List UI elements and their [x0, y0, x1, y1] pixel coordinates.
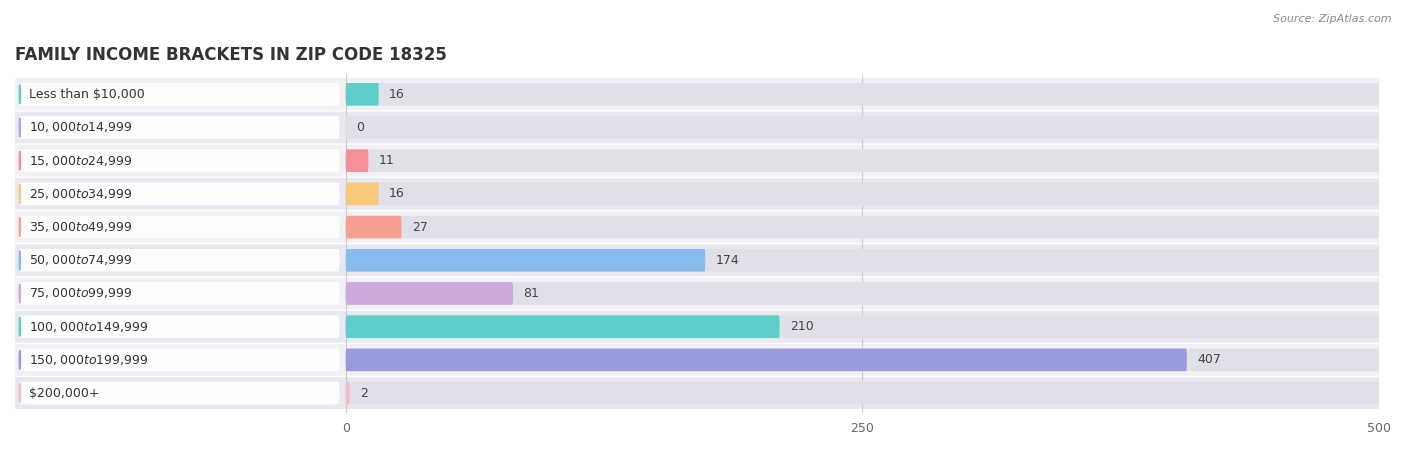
FancyBboxPatch shape [15, 377, 1379, 409]
FancyBboxPatch shape [346, 382, 1379, 405]
FancyBboxPatch shape [15, 344, 1379, 376]
Text: 0: 0 [356, 121, 364, 134]
Text: $15,000 to $24,999: $15,000 to $24,999 [28, 154, 132, 168]
FancyBboxPatch shape [20, 183, 339, 205]
Text: $75,000 to $99,999: $75,000 to $99,999 [28, 287, 132, 301]
FancyBboxPatch shape [20, 216, 339, 239]
FancyBboxPatch shape [346, 282, 1379, 305]
Text: 210: 210 [790, 320, 814, 333]
Text: $150,000 to $199,999: $150,000 to $199,999 [28, 353, 148, 367]
FancyBboxPatch shape [346, 183, 378, 205]
Text: 16: 16 [389, 187, 405, 200]
FancyBboxPatch shape [346, 382, 350, 405]
Text: $100,000 to $149,999: $100,000 to $149,999 [28, 320, 148, 333]
Text: 27: 27 [412, 220, 427, 234]
Text: 174: 174 [716, 254, 740, 267]
FancyBboxPatch shape [346, 282, 513, 305]
Text: 407: 407 [1197, 353, 1220, 366]
FancyBboxPatch shape [346, 149, 368, 172]
FancyBboxPatch shape [346, 83, 378, 106]
FancyBboxPatch shape [15, 244, 1379, 276]
FancyBboxPatch shape [20, 149, 339, 172]
FancyBboxPatch shape [15, 145, 1379, 177]
FancyBboxPatch shape [15, 311, 1379, 342]
FancyBboxPatch shape [346, 315, 1379, 338]
Text: FAMILY INCOME BRACKETS IN ZIP CODE 18325: FAMILY INCOME BRACKETS IN ZIP CODE 18325 [15, 46, 447, 64]
Text: 2: 2 [360, 387, 368, 400]
FancyBboxPatch shape [20, 116, 339, 139]
Text: Source: ZipAtlas.com: Source: ZipAtlas.com [1274, 14, 1392, 23]
Text: 16: 16 [389, 88, 405, 101]
Text: Less than $10,000: Less than $10,000 [28, 88, 145, 101]
FancyBboxPatch shape [346, 349, 1187, 371]
FancyBboxPatch shape [346, 249, 1379, 271]
Text: 81: 81 [523, 287, 540, 300]
FancyBboxPatch shape [346, 116, 1379, 139]
Text: 11: 11 [378, 154, 395, 167]
FancyBboxPatch shape [346, 216, 1379, 239]
FancyBboxPatch shape [15, 278, 1379, 310]
FancyBboxPatch shape [346, 315, 780, 338]
FancyBboxPatch shape [15, 78, 1379, 110]
FancyBboxPatch shape [15, 112, 1379, 144]
Text: $10,000 to $14,999: $10,000 to $14,999 [28, 121, 132, 135]
Text: $25,000 to $34,999: $25,000 to $34,999 [28, 187, 132, 201]
FancyBboxPatch shape [346, 249, 706, 271]
FancyBboxPatch shape [20, 349, 339, 371]
Text: $50,000 to $74,999: $50,000 to $74,999 [28, 253, 132, 267]
FancyBboxPatch shape [20, 83, 339, 106]
FancyBboxPatch shape [346, 83, 1379, 106]
Text: $200,000+: $200,000+ [28, 387, 100, 400]
FancyBboxPatch shape [346, 216, 402, 239]
FancyBboxPatch shape [346, 149, 1379, 172]
FancyBboxPatch shape [20, 282, 339, 305]
FancyBboxPatch shape [15, 178, 1379, 210]
FancyBboxPatch shape [15, 211, 1379, 243]
FancyBboxPatch shape [346, 349, 1379, 371]
Text: $35,000 to $49,999: $35,000 to $49,999 [28, 220, 132, 234]
FancyBboxPatch shape [346, 183, 1379, 205]
FancyBboxPatch shape [20, 382, 339, 405]
FancyBboxPatch shape [20, 315, 339, 338]
FancyBboxPatch shape [20, 249, 339, 271]
